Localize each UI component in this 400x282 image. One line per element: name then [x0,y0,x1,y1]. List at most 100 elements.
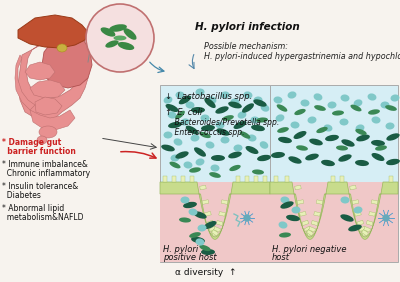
Ellipse shape [198,224,206,232]
Ellipse shape [124,28,136,40]
Polygon shape [30,80,65,98]
Ellipse shape [254,96,262,103]
Bar [163,176,167,182]
Ellipse shape [186,126,198,134]
Ellipse shape [168,122,182,128]
Ellipse shape [278,137,292,143]
Bar [331,176,335,182]
Ellipse shape [279,232,291,237]
Ellipse shape [194,147,206,157]
Ellipse shape [340,214,354,222]
Polygon shape [204,212,211,216]
Ellipse shape [348,224,362,232]
Ellipse shape [296,145,308,151]
Polygon shape [314,212,320,216]
Ellipse shape [280,197,290,204]
Ellipse shape [253,99,267,107]
Ellipse shape [325,135,339,141]
Ellipse shape [341,139,355,147]
Polygon shape [221,200,228,204]
Polygon shape [202,200,209,204]
Ellipse shape [276,114,284,122]
Ellipse shape [211,155,225,161]
Ellipse shape [164,131,172,138]
Ellipse shape [220,91,230,98]
Polygon shape [304,226,311,232]
Polygon shape [200,185,206,190]
Ellipse shape [340,118,348,125]
Ellipse shape [246,146,258,154]
Ellipse shape [216,122,224,129]
Ellipse shape [201,249,215,255]
Polygon shape [352,200,359,204]
Ellipse shape [371,140,385,146]
Ellipse shape [196,89,204,96]
Ellipse shape [354,99,362,107]
Ellipse shape [174,138,182,146]
Polygon shape [212,230,217,236]
Ellipse shape [234,121,246,129]
Polygon shape [15,55,35,110]
Ellipse shape [277,127,289,133]
Ellipse shape [314,105,326,111]
Ellipse shape [238,111,246,119]
Ellipse shape [240,131,250,139]
Text: Diabetes: Diabetes [2,191,41,200]
Ellipse shape [209,172,221,178]
Ellipse shape [372,153,384,161]
Polygon shape [214,227,221,232]
Polygon shape [42,32,92,88]
Polygon shape [350,185,356,190]
Ellipse shape [161,145,175,151]
Ellipse shape [188,208,198,215]
Ellipse shape [183,202,197,208]
Ellipse shape [114,36,126,41]
Ellipse shape [386,159,400,165]
Text: Enterococcus spp.: Enterococcus spp. [165,128,244,137]
Ellipse shape [204,98,216,108]
Polygon shape [295,185,301,190]
Ellipse shape [321,160,335,166]
Ellipse shape [39,126,57,138]
Ellipse shape [57,44,67,52]
Ellipse shape [256,118,268,123]
Ellipse shape [332,111,344,116]
Ellipse shape [390,94,400,102]
Polygon shape [216,221,223,226]
Ellipse shape [324,124,332,132]
Polygon shape [297,200,304,204]
Polygon shape [207,220,214,226]
Ellipse shape [261,104,269,112]
Ellipse shape [305,154,319,160]
Ellipse shape [176,91,184,98]
Ellipse shape [215,106,229,114]
Bar [172,176,176,182]
Ellipse shape [309,138,323,146]
Circle shape [86,4,154,72]
Text: positive host: positive host [163,253,217,262]
Bar [274,176,278,182]
Ellipse shape [372,116,380,124]
Bar [181,176,185,182]
Text: Possible mechanism:: Possible mechanism: [204,42,288,51]
Ellipse shape [191,107,205,113]
Ellipse shape [286,215,300,221]
Ellipse shape [179,96,191,104]
Bar [245,176,249,182]
Ellipse shape [242,103,254,113]
Polygon shape [18,40,88,120]
Ellipse shape [294,131,306,139]
Ellipse shape [316,127,328,133]
Ellipse shape [356,124,364,132]
Ellipse shape [288,156,302,164]
Ellipse shape [199,245,211,251]
Text: Chronic inflammatory: Chronic inflammatory [2,169,90,178]
Ellipse shape [340,197,350,204]
Bar [340,176,344,182]
Ellipse shape [260,141,268,149]
Ellipse shape [196,158,204,166]
Polygon shape [309,227,316,232]
Ellipse shape [271,152,285,158]
Polygon shape [311,221,318,226]
Text: * Insulin tolerance&: * Insulin tolerance& [2,182,78,191]
